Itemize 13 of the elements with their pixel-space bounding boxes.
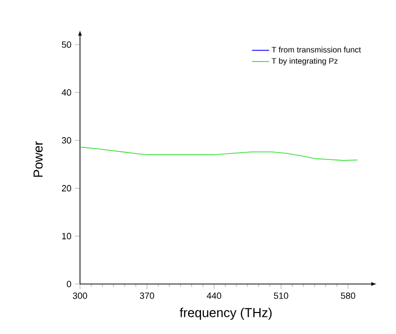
x-axis-title: frequency (THz) (180, 308, 272, 320)
y-tick-label: 50 (62, 41, 72, 48)
y-tick-label: 10 (62, 232, 72, 240)
y-tick-label: 0 (66, 280, 72, 288)
x-tick-label: 440 (206, 292, 222, 299)
x-tick-label: 580 (340, 292, 356, 299)
y-axis-title: Power (34, 141, 43, 177)
x-tick-label: 300 (72, 292, 88, 299)
x-tick-label: 510 (274, 292, 288, 299)
y-tick-label: 20 (62, 185, 72, 192)
y-tick-label: 30 (62, 137, 72, 144)
x-tick-label: 370 (140, 292, 154, 299)
y-tick-label: 40 (62, 89, 72, 96)
